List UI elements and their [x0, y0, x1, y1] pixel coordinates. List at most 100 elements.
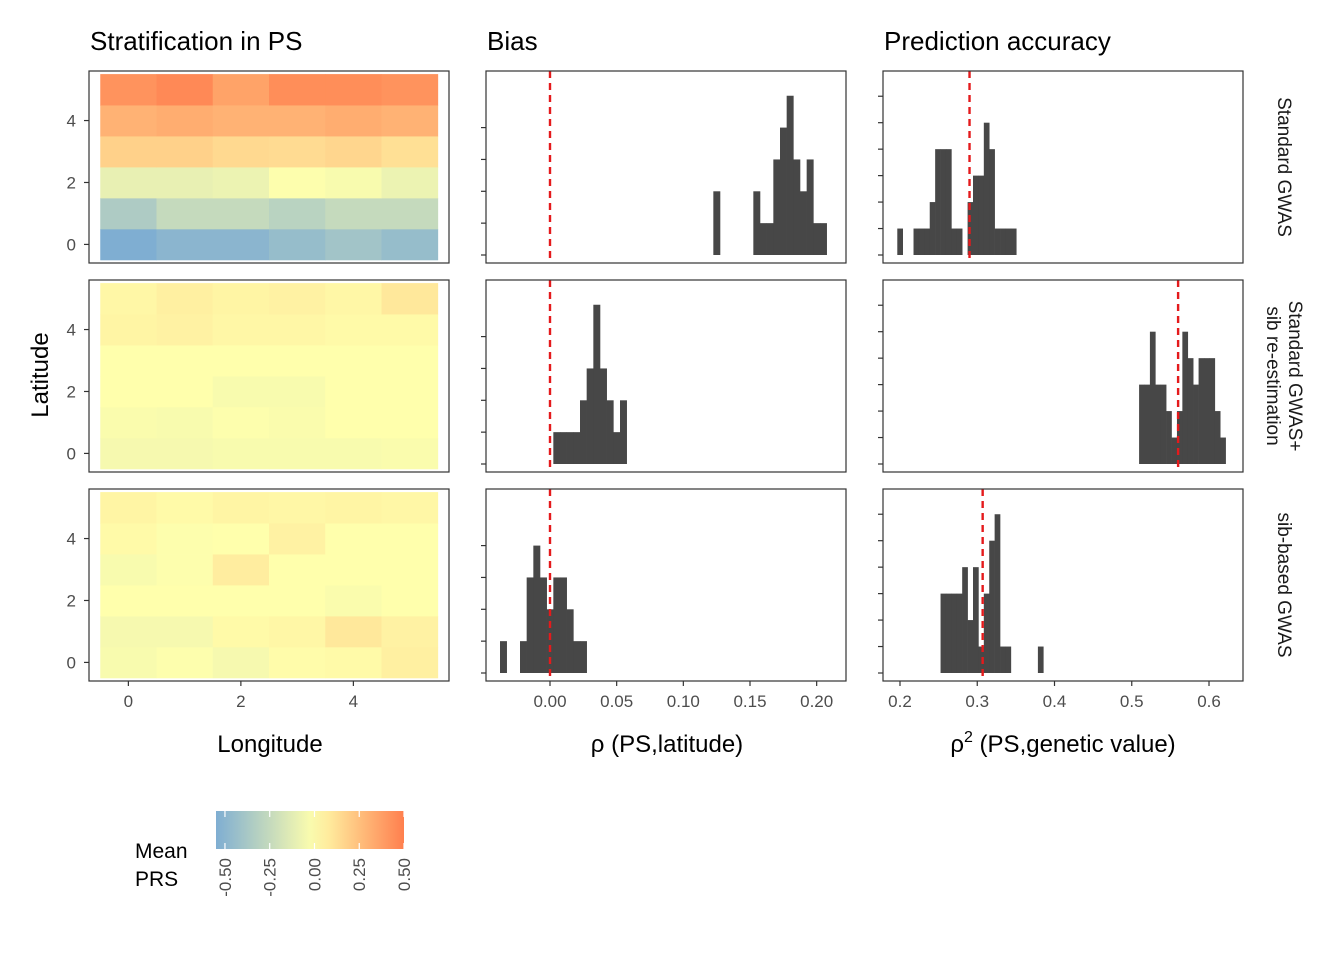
row-strip-label: sib-based GWAS — [1273, 512, 1294, 657]
histogram-bar — [806, 159, 814, 255]
heatmap-cell — [381, 554, 439, 586]
legend-tick-label: 0.25 — [350, 858, 369, 891]
heatmap-cell — [212, 554, 270, 586]
heatmap-cell — [325, 437, 382, 470]
heatmap-cell — [156, 523, 214, 555]
histogram-panel — [481, 70, 847, 264]
histogram-bar — [580, 400, 587, 464]
heatmap-cell — [156, 646, 214, 679]
heatmap-cell — [381, 197, 439, 230]
histogram-bar — [978, 175, 985, 255]
row-strip-labels: Standard GWAS Standard GWAS+sib re-estima… — [1262, 97, 1305, 657]
heatmap-cell — [381, 228, 439, 261]
heatmap-cell — [100, 345, 157, 377]
heatmap-cell — [100, 492, 157, 524]
heatmap-cell — [212, 437, 270, 470]
histogram-bar — [1000, 228, 1006, 255]
heatmap-cell — [269, 105, 326, 137]
heatmap-cell — [212, 492, 270, 524]
x-tick-label: 0.20 — [800, 692, 833, 711]
histogram-bar — [940, 149, 947, 255]
y-tick-label: 2 — [67, 382, 76, 401]
panel-border — [882, 279, 1244, 473]
histogram-panel: 0.00 0.05 0.10 0.15 0.20 — [481, 488, 847, 711]
heatmap-cell — [325, 345, 382, 377]
panel-border — [882, 488, 1244, 682]
heatmap-cell — [381, 646, 439, 679]
histogram-bar — [989, 149, 995, 255]
heatmap-cell — [212, 136, 270, 168]
heatmap-cell — [269, 437, 326, 470]
heatmap-y-axis-title: Latitude — [27, 332, 54, 417]
bias-histogram-column: 0.00 0.05 0.10 0.15 0.20 — [481, 70, 847, 711]
heatmap-cell — [269, 585, 326, 617]
histogram-bar — [620, 400, 627, 464]
heatmap-cell — [100, 523, 157, 555]
heatmap-cell — [269, 197, 326, 230]
legend-tick-label: -0.25 — [261, 858, 280, 897]
histogram-bar — [935, 149, 941, 255]
heatmap-cell — [381, 585, 439, 617]
histogram-bar — [533, 545, 541, 673]
x-tick-label: 0.5 — [1120, 692, 1144, 711]
heatmap-cell — [100, 615, 157, 648]
x-tick-label: 4 — [349, 692, 358, 711]
heatmap-cell — [100, 167, 157, 199]
histogram-bar — [1155, 384, 1162, 464]
histogram-panel — [878, 70, 1244, 264]
histogram-bar — [1149, 331, 1156, 464]
heatmap-cell — [100, 136, 157, 168]
histogram-panel — [481, 279, 847, 473]
heatmap-cell — [269, 492, 326, 524]
heatmap-cell — [269, 646, 326, 679]
y-tick-label: 2 — [67, 173, 76, 192]
heatmap-cell — [100, 406, 157, 439]
heatmap-cell — [381, 283, 439, 315]
y-tick-label: 0 — [67, 444, 76, 463]
histogram-bar — [940, 593, 947, 673]
y-tick-label: 2 — [67, 591, 76, 610]
histogram-bar — [606, 400, 614, 464]
heatmap-cell — [269, 283, 326, 315]
heatmap-cell — [325, 406, 382, 439]
y-tick-label: 4 — [67, 112, 76, 131]
histogram-bar — [978, 646, 985, 673]
histogram-bar — [780, 127, 787, 255]
histogram-bar — [1139, 384, 1145, 464]
row-strip-label: Standard GWAS — [1273, 97, 1294, 237]
heatmap-cell — [269, 74, 326, 106]
histogram-bar — [967, 620, 974, 673]
heatmap-cell — [212, 345, 270, 377]
histogram-bar — [586, 368, 594, 464]
panel-border — [485, 488, 847, 682]
heatmap-cell — [269, 228, 326, 261]
heatmap-cell — [156, 105, 214, 137]
heatmap-cell — [100, 376, 157, 408]
histogram-bar — [813, 223, 821, 255]
histogram-bar — [994, 228, 1001, 255]
heatmap-cell — [100, 74, 157, 106]
heatmap-cell — [325, 376, 382, 408]
x-tick-label: 0.15 — [733, 692, 766, 711]
histogram-bar — [983, 593, 990, 673]
x-tick-label: 0.05 — [600, 692, 633, 711]
column-title-bias: Bias — [487, 26, 538, 56]
heatmap-cell — [381, 406, 439, 439]
accuracy-x-axis-title: ρ2 (PS,genetic value) — [950, 729, 1175, 758]
heatmap-cell — [269, 314, 326, 346]
heatmap-panel: 0 2 4 0 2 4 — [67, 488, 450, 711]
row-strip-label: Standard GWAS+ — [1284, 301, 1305, 452]
bias-x-axis-title: ρ (PS,latitude) — [591, 731, 743, 758]
heatmap-cell — [100, 554, 157, 586]
column-title-accuracy: Prediction accuracy — [884, 26, 1111, 56]
heatmap-cell — [156, 492, 214, 524]
histogram-bar — [773, 159, 781, 255]
heatmap-cell — [325, 314, 382, 346]
heatmap-cell — [212, 646, 270, 679]
heatmap-cell — [325, 74, 382, 106]
heatmap-cell — [156, 437, 214, 470]
histogram-bar — [766, 223, 774, 255]
histogram-bar — [1144, 384, 1151, 464]
heatmap-cell — [269, 406, 326, 439]
heatmap-cell — [212, 615, 270, 648]
